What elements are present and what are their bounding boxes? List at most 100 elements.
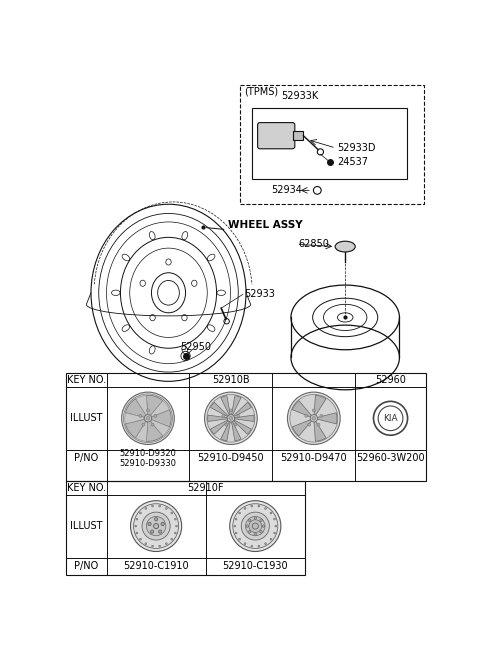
Circle shape	[136, 518, 138, 520]
Circle shape	[290, 394, 338, 442]
Circle shape	[145, 508, 147, 509]
Bar	[252, 108, 407, 179]
Circle shape	[320, 415, 323, 417]
Circle shape	[148, 522, 151, 525]
Circle shape	[204, 392, 257, 445]
Text: 52960-3W200: 52960-3W200	[356, 453, 425, 463]
Text: 52910-D9450: 52910-D9450	[198, 453, 264, 463]
Circle shape	[146, 409, 149, 412]
Text: KIA: KIA	[383, 414, 398, 422]
Circle shape	[234, 423, 237, 426]
Text: 52910-C1910: 52910-C1910	[123, 561, 189, 571]
Circle shape	[131, 501, 181, 552]
Polygon shape	[221, 422, 230, 441]
Circle shape	[246, 525, 248, 527]
Polygon shape	[234, 420, 252, 434]
Polygon shape	[235, 415, 254, 422]
Circle shape	[234, 525, 236, 527]
Polygon shape	[210, 420, 228, 434]
FancyBboxPatch shape	[258, 123, 295, 149]
Circle shape	[146, 417, 150, 420]
Circle shape	[233, 504, 278, 548]
Text: 52934: 52934	[271, 186, 301, 195]
Text: 52933K: 52933K	[282, 91, 319, 100]
Circle shape	[288, 392, 340, 445]
Circle shape	[123, 394, 172, 443]
Text: ILLUST: ILLUST	[70, 413, 103, 423]
Circle shape	[239, 539, 240, 540]
Circle shape	[274, 518, 276, 520]
Polygon shape	[221, 396, 230, 415]
Circle shape	[158, 530, 162, 533]
Text: 52933D: 52933D	[337, 143, 376, 153]
Text: 52933: 52933	[244, 289, 276, 299]
Circle shape	[260, 519, 263, 522]
Polygon shape	[125, 419, 146, 438]
Circle shape	[155, 518, 158, 521]
Circle shape	[222, 415, 225, 417]
Circle shape	[207, 394, 255, 442]
Circle shape	[248, 531, 251, 533]
Circle shape	[373, 401, 408, 435]
Polygon shape	[234, 402, 252, 417]
Circle shape	[135, 525, 136, 527]
Circle shape	[146, 516, 166, 536]
Circle shape	[258, 545, 260, 547]
Circle shape	[305, 415, 308, 417]
Circle shape	[249, 520, 262, 533]
Polygon shape	[151, 409, 171, 427]
Circle shape	[171, 539, 173, 540]
Circle shape	[254, 533, 257, 535]
Polygon shape	[146, 396, 163, 415]
Circle shape	[310, 415, 317, 422]
Text: 52910-C1930: 52910-C1930	[223, 561, 288, 571]
Circle shape	[264, 508, 266, 509]
Text: 52950: 52950	[180, 342, 211, 352]
Circle shape	[235, 518, 237, 520]
Circle shape	[166, 508, 167, 509]
Text: 62850: 62850	[298, 239, 329, 249]
Circle shape	[140, 512, 141, 514]
Circle shape	[270, 512, 272, 514]
Polygon shape	[231, 422, 241, 441]
Bar	[292, 131, 303, 140]
Circle shape	[140, 539, 141, 540]
Polygon shape	[146, 421, 163, 441]
Circle shape	[229, 417, 233, 420]
Circle shape	[154, 523, 159, 529]
Text: (TPMS): (TPMS)	[244, 87, 278, 97]
Polygon shape	[314, 396, 326, 415]
Circle shape	[378, 406, 403, 430]
Polygon shape	[231, 396, 241, 415]
Circle shape	[174, 518, 176, 520]
Circle shape	[244, 508, 246, 509]
Polygon shape	[136, 396, 148, 415]
Bar	[66, 481, 305, 575]
Polygon shape	[125, 413, 144, 424]
Polygon shape	[292, 401, 312, 417]
Text: 52910-D9320
52910-D9330: 52910-D9320 52910-D9330	[120, 449, 177, 468]
Circle shape	[312, 417, 316, 420]
Polygon shape	[208, 415, 227, 422]
Circle shape	[258, 505, 260, 507]
Bar	[240, 85, 424, 204]
Circle shape	[145, 543, 147, 544]
Circle shape	[229, 409, 232, 412]
Circle shape	[235, 532, 237, 534]
Circle shape	[166, 543, 167, 544]
Circle shape	[270, 539, 272, 540]
Circle shape	[151, 423, 154, 426]
Text: WHEEL ASSY: WHEEL ASSY	[228, 220, 303, 230]
Circle shape	[142, 423, 145, 426]
Text: 24537: 24537	[337, 157, 369, 167]
Circle shape	[133, 504, 179, 548]
Circle shape	[152, 545, 154, 547]
Polygon shape	[151, 420, 169, 436]
Polygon shape	[125, 399, 146, 417]
Circle shape	[144, 415, 152, 422]
Circle shape	[248, 519, 251, 522]
Circle shape	[308, 423, 311, 426]
Text: P/NO: P/NO	[74, 453, 98, 463]
Circle shape	[139, 415, 142, 417]
Text: KEY NO.: KEY NO.	[67, 375, 106, 385]
